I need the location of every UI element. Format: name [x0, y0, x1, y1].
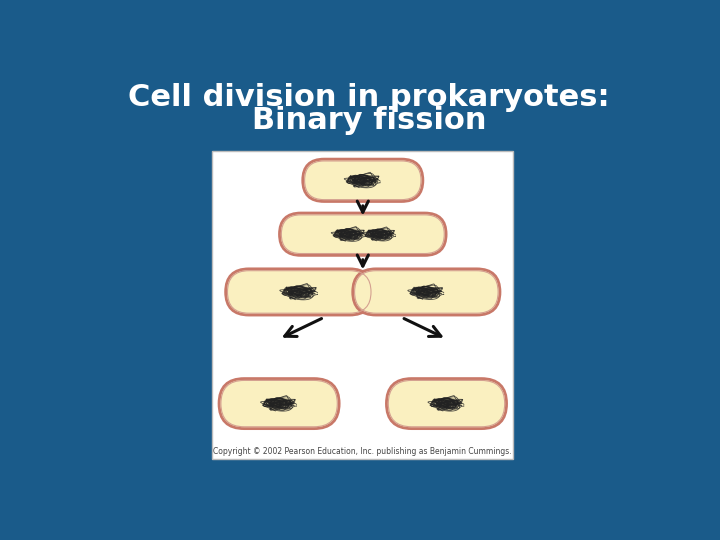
Text: Copyright © 2002 Pearson Education, Inc. publishing as Benjamin Cummings.: Copyright © 2002 Pearson Education, Inc.…	[214, 447, 512, 456]
FancyBboxPatch shape	[219, 379, 339, 429]
Text: Binary fission: Binary fission	[252, 106, 486, 135]
Bar	[212, 151, 513, 459]
FancyBboxPatch shape	[353, 269, 500, 315]
FancyBboxPatch shape	[302, 159, 423, 201]
FancyBboxPatch shape	[225, 269, 373, 315]
FancyBboxPatch shape	[387, 379, 507, 429]
Text: Cell division in prokaryotes:: Cell division in prokaryotes:	[128, 83, 610, 112]
FancyBboxPatch shape	[279, 213, 446, 255]
